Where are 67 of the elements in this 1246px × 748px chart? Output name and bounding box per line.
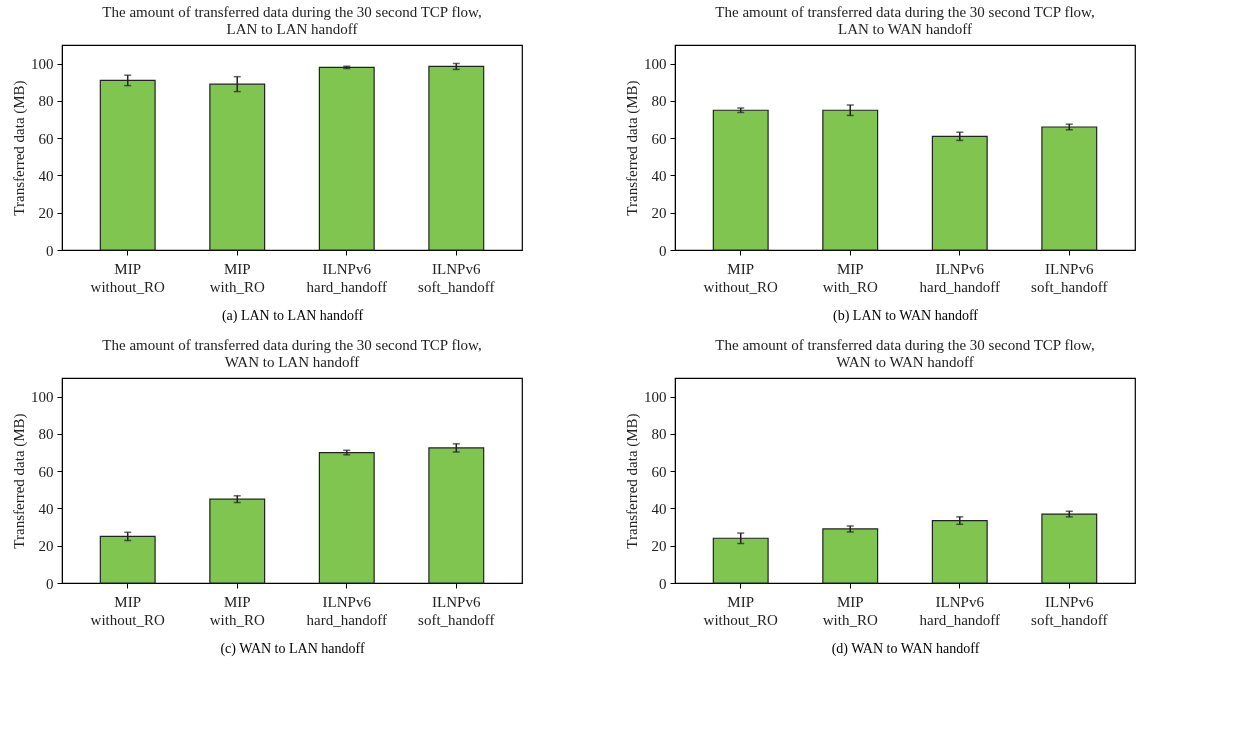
- y-tick-label: 100: [644, 56, 667, 73]
- x-tick-label: MIP without_RO: [703, 593, 778, 628]
- y-tick-label: 40: [651, 500, 667, 517]
- y-tick-label: 40: [651, 167, 667, 184]
- y-axis-title: Transferred data (MB): [624, 80, 641, 216]
- y-axis-title: Transferred data (MB): [11, 413, 28, 549]
- bar: [428, 65, 485, 251]
- y-tick-label: 60: [651, 463, 667, 480]
- bar: [712, 537, 769, 584]
- bar: [712, 109, 769, 251]
- x-tick-label: ILNPv6 soft_handoff: [418, 260, 495, 295]
- y-tick-label: 20: [651, 538, 667, 555]
- y-tick-label: 20: [651, 205, 667, 222]
- bar: [428, 447, 485, 584]
- bar: [1041, 126, 1098, 251]
- y-tick-label: 80: [38, 426, 54, 443]
- text: (b) LAN to WAN handoff: [833, 307, 979, 324]
- x-tick-label: ILNPv6 hard_handoff: [306, 260, 388, 295]
- x-tick-label: MIP without_RO: [90, 260, 165, 295]
- x-tick-label: ILNPv6 hard_handoff: [919, 260, 1001, 295]
- bar: [318, 451, 375, 584]
- y-tick-label: 20: [38, 538, 54, 555]
- text: (a) LAN to LAN handoff: [221, 307, 364, 324]
- x-tick-label: MIP with_RO: [209, 593, 265, 628]
- y-tick-label: 40: [38, 500, 54, 517]
- y-tick-label: 40: [38, 167, 54, 184]
- bar: [822, 109, 879, 251]
- y-tick-label: 100: [31, 389, 54, 406]
- x-tick-label: MIP without_RO: [703, 260, 778, 295]
- text: (c) WAN to LAN handoff: [220, 640, 365, 657]
- y-axis-title: Transferred data (MB): [11, 80, 28, 216]
- y-tick-label: 20: [38, 205, 54, 222]
- chart-title: The amount of transferred data during the 30 second TCP flow, WAN to WAN handoff: [715, 337, 1095, 370]
- bar: [822, 528, 879, 584]
- bar: [99, 79, 156, 251]
- x-tick-label: ILNPv6 soft_handoff: [418, 593, 495, 628]
- y-tick-label: 60: [38, 463, 54, 480]
- bar: [99, 535, 156, 584]
- x-tick-label: ILNPv6 hard_handoff: [306, 593, 388, 628]
- y-tick-label: 100: [644, 389, 667, 406]
- bar: [318, 66, 375, 251]
- x-tick-label: ILNPv6 hard_handoff: [919, 593, 1001, 628]
- bar: [209, 498, 266, 584]
- x-tick-label: MIP with_RO: [822, 260, 878, 295]
- y-tick-label: 80: [651, 93, 667, 110]
- y-tick-label: 60: [38, 130, 54, 147]
- y-tick-label: 80: [38, 93, 54, 110]
- bar: [931, 135, 988, 251]
- y-tick-label: 0: [659, 575, 667, 592]
- bar: [1041, 513, 1098, 584]
- y-tick-label: 0: [659, 242, 667, 259]
- x-tick-label: MIP with_RO: [209, 260, 265, 295]
- x-tick-label: MIP with_RO: [822, 593, 878, 628]
- y-tick-label: 0: [46, 575, 54, 592]
- y-axis-title: Transferred data (MB): [624, 413, 641, 549]
- x-tick-label: MIP without_RO: [90, 593, 165, 628]
- text: (d) WAN to WAN handoff: [831, 640, 980, 657]
- y-tick-label: 80: [651, 426, 667, 443]
- x-tick-label: ILNPv6 soft_handoff: [1031, 260, 1108, 295]
- chart-title: The amount of transferred data during the 30 second TCP flow, WAN to LAN handoff: [102, 337, 482, 370]
- y-tick-label: 60: [651, 130, 667, 147]
- bar: [931, 519, 988, 584]
- chart-title: The amount of transferred data during the 30 second TCP flow, LAN to LAN handoff: [102, 4, 482, 37]
- x-tick-label: ILNPv6 soft_handoff: [1031, 593, 1108, 628]
- chart-title: The amount of transferred data during the 30 second TCP flow, LAN to WAN handoff: [715, 4, 1095, 37]
- y-tick-label: 100: [31, 56, 54, 73]
- y-tick-label: 0: [46, 242, 54, 259]
